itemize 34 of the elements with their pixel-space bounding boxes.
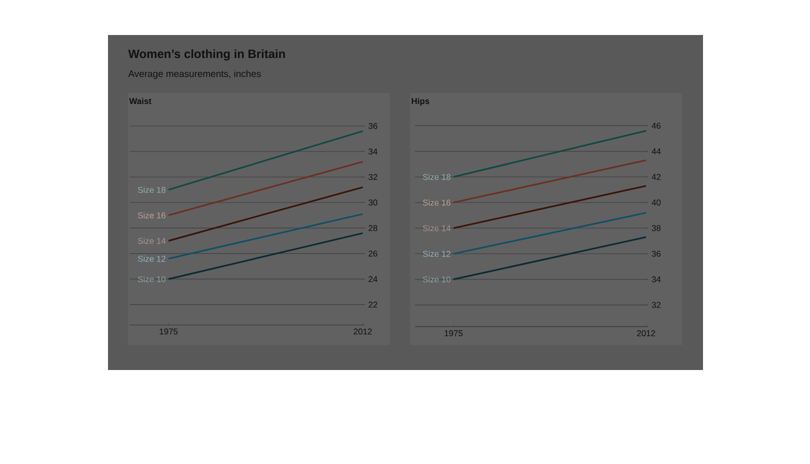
y-tick-label: 32 (652, 302, 661, 308)
y-tick-label: 28 (368, 225, 378, 232)
x-tick-label: 1975 (444, 330, 463, 336)
series-label: Size 18 (422, 174, 450, 180)
x-tick-label: 1975 (160, 328, 178, 335)
series-label: Size 12 (422, 250, 450, 257)
y-tick-label: 32 (368, 174, 378, 180)
y-tick-label: 38 (652, 225, 661, 232)
chart-title: Women’s clothing in Britain (128, 49, 285, 61)
y-tick-label: 34 (652, 276, 661, 282)
y-tick-label: 34 (368, 148, 378, 154)
chart-subtitle: Average measurements, inches (128, 70, 261, 79)
x-tick-label: 2012 (637, 330, 656, 336)
y-tick-label: 36 (652, 250, 661, 257)
series-label: Size 12 (138, 256, 166, 262)
x-tick-label: 2012 (354, 328, 372, 335)
series-label: Size 18 (138, 186, 166, 193)
text: Waist (129, 98, 152, 104)
y-tick-label: 30 (368, 200, 378, 206)
series-label: Size 14 (138, 238, 166, 244)
y-tick-label: 24 (368, 276, 378, 282)
y-tick-label: 36 (368, 123, 378, 129)
y-tick-label: 44 (652, 148, 661, 154)
series-label: Size 16 (138, 212, 166, 218)
chart-title: Hips (412, 98, 430, 106)
series-label: Size 14 (422, 225, 451, 232)
series-label: Size 10 (138, 276, 166, 282)
y-tick-label: 22 (368, 302, 378, 308)
y-tick-label: 46 (652, 122, 661, 129)
y-tick-label: 42 (652, 174, 661, 180)
y-tick-label: 40 (652, 200, 661, 206)
series-label: Size 16 (422, 199, 450, 206)
series-label: Size 10 (422, 276, 450, 282)
y-tick-label: 26 (368, 250, 378, 257)
